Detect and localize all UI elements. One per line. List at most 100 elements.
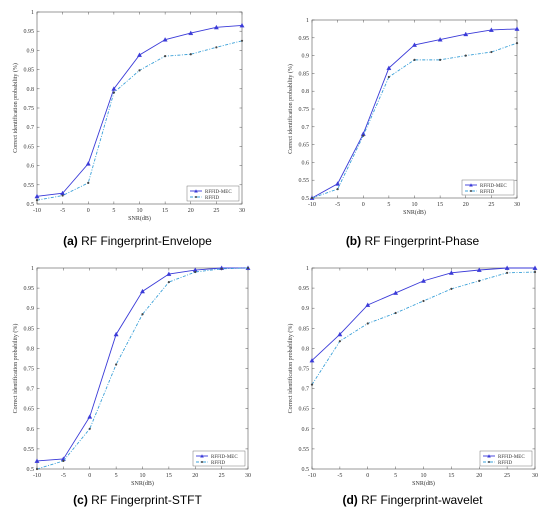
- envelope-point-rffid: [215, 46, 218, 49]
- wavelet-legend-marker: [487, 454, 491, 458]
- stft-point-rffid-mec: [87, 414, 93, 419]
- envelope-yaxis-label: Correct identification probability (%): [12, 63, 19, 153]
- phase-point-rffid-mec: [488, 27, 494, 32]
- stft-xtick-label: 0: [88, 473, 91, 479]
- stft-xtick-label: -5: [61, 473, 66, 479]
- wavelet-point-rffid: [310, 383, 314, 386]
- envelope-ytick-label: 1: [31, 10, 34, 16]
- phase-xtick-label: 5: [387, 202, 390, 208]
- wavelet-point-rffid: [533, 270, 537, 274]
- wavelet-point-rffid: [338, 340, 341, 343]
- envelope-axes-box: [36, 11, 243, 205]
- envelope-ytick-label: 0.65: [24, 144, 35, 150]
- wavelet-xtick-label: 15: [448, 473, 454, 479]
- stft-point-rffid-mec: [166, 271, 172, 276]
- wavelet-xtick-label: 0: [366, 473, 369, 479]
- envelope-xtick-label: 0: [87, 208, 90, 214]
- phase-point-rffid-mec: [335, 181, 341, 186]
- stft-ytick-label: 0.7: [27, 387, 35, 393]
- stft-xtick-label: 10: [140, 473, 146, 479]
- envelope-ytick-label: 0.9: [27, 48, 35, 54]
- phase-legend-label: RFFID-MEC: [480, 184, 507, 189]
- envelope-ytick-label: 0.7: [27, 125, 35, 131]
- stft-xtick-label: 30: [245, 473, 251, 479]
- phase-legend-marker: [470, 190, 472, 192]
- stft-xtick-label: 20: [192, 473, 198, 479]
- phase-xtick-label: 25: [488, 202, 494, 208]
- phase-ytick-label: 0.7: [302, 125, 310, 131]
- phase-series-rffid-line: [311, 42, 518, 199]
- envelope-xtick-label: 25: [213, 208, 219, 214]
- caption-wavelet: (d) RF Fingerprint-wavelet: [275, 493, 550, 507]
- chart-stft-plot: 0.5 0.55 0.6 0.65 0.7 0.75 0.8 0.85 0.9 0.95 1 -10 -…: [12, 265, 251, 487]
- phase-point-rffid: [387, 75, 390, 79]
- wavelet-point-rffid-mec: [476, 267, 482, 272]
- wavelet-point-rffid-mec: [337, 331, 343, 337]
- wavelet-ytick-label: 0.75: [299, 367, 310, 373]
- wavelet-point-rffid: [506, 271, 509, 274]
- phase-point-rffid-mec: [463, 31, 469, 37]
- phase-xtick-label: 20: [463, 202, 469, 208]
- caption-envelope: (a) RF Fingerprint-Envelope: [0, 234, 275, 248]
- stft-ytick-label: 0.6: [27, 427, 35, 433]
- chart-phase-plot: 0.5 0.55 0.6 0.65 0.7 0.75 0.8 0.85 0.9 0.95 1 -10 -…: [287, 18, 520, 216]
- stft-ytick-label: 0.8: [27, 346, 35, 352]
- wavelet-legend-label: RFFID: [498, 461, 513, 466]
- wavelet-ytick-label: 0.85: [299, 326, 310, 332]
- envelope-point-rffid-mec: [34, 193, 40, 199]
- stft-point-rffid: [167, 280, 170, 284]
- stft-point-rffid: [62, 459, 65, 463]
- phase-ytick-label: 0.9: [302, 54, 310, 60]
- wavelet-point-rffid-mec: [448, 270, 454, 275]
- phase-xtick-label: 0: [362, 202, 365, 208]
- caption-wavelet-letter: (d): [342, 493, 358, 507]
- phase-xaxis-label: SNR(dB): [403, 209, 426, 216]
- stft-ytick-label: 0.85: [24, 326, 35, 332]
- envelope-point-rffid-mec: [213, 24, 219, 30]
- wavelet-point-rffid-mec: [393, 290, 399, 295]
- stft-ytick-label: 0.75: [24, 367, 35, 373]
- wavelet-ytick-label: 0.95: [299, 286, 310, 292]
- phase-xtick-label: -10: [308, 202, 316, 208]
- wavelet-xtick-label: -10: [308, 473, 316, 479]
- phase-ytick-label: 0.85: [299, 71, 310, 77]
- chart-stft: 0.5 0.55 0.6 0.65 0.7 0.75 0.8 0.85 0.9 0.95 1 -10 -…: [0, 259, 275, 518]
- phase-point-rffid: [336, 188, 339, 191]
- envelope-ytick-label: 0.85: [24, 68, 35, 74]
- wavelet-ytick-label: 1: [306, 266, 309, 272]
- envelope-point-rffid: [189, 53, 192, 56]
- wavelet-point-rffid-mec: [365, 302, 371, 307]
- wavelet-xtick-label: 5: [394, 473, 397, 479]
- caption-envelope-text: RF Fingerprint-Envelope: [77, 234, 212, 248]
- envelope-point-rffid: [164, 55, 167, 58]
- phase-point-rffid: [515, 42, 519, 45]
- stft-xtick-label: 5: [115, 473, 118, 479]
- stft-legend-label: RFFID-MEC: [211, 455, 238, 460]
- wavelet-point-rffid: [450, 287, 453, 291]
- chart-envelope-plot: 0.5 0.55 0.6 0.65 0.7 0.75 0.8 0.85 0.9 0.95 1 -10 -…: [12, 10, 245, 222]
- stft-point-rffid: [194, 270, 197, 274]
- stft-xaxis-label: SNR(dB): [131, 480, 154, 487]
- stft-ytick-label: 0.65: [24, 407, 35, 413]
- chart-envelope: 0.5 0.55 0.6 0.65 0.7 0.75 0.8 0.85 0.9 0.95 1 -10 -…: [0, 0, 275, 259]
- phase-ytick-label: 1: [306, 18, 309, 24]
- stft-point-rffid: [88, 427, 91, 430]
- wavelet-legend-label: RFFID-MEC: [498, 455, 525, 460]
- wavelet-point-rffid-mec: [532, 265, 538, 270]
- phase-point-rffid: [464, 54, 467, 57]
- envelope-point-rffid-mec: [85, 161, 91, 166]
- wavelet-point-rffid: [478, 279, 481, 282]
- wavelet-axes-box: [311, 267, 536, 470]
- caption-envelope-letter: (a): [63, 234, 78, 248]
- stft-point-rffid: [141, 313, 144, 316]
- stft-point-rffid: [115, 363, 118, 366]
- envelope-legend-marker: [195, 196, 197, 198]
- stft-yaxis-label: Correct identification probability (%): [12, 324, 19, 414]
- stft-legend-label: RFFID: [211, 461, 226, 466]
- envelope-point-rffid: [138, 69, 141, 72]
- envelope-xtick-label: 15: [162, 208, 168, 214]
- envelope-point-rffid: [61, 194, 64, 197]
- stft-point-rffid: [35, 467, 39, 471]
- stft-point-rffid-mec: [140, 288, 145, 294]
- phase-ytick-label: 0.5: [302, 196, 310, 202]
